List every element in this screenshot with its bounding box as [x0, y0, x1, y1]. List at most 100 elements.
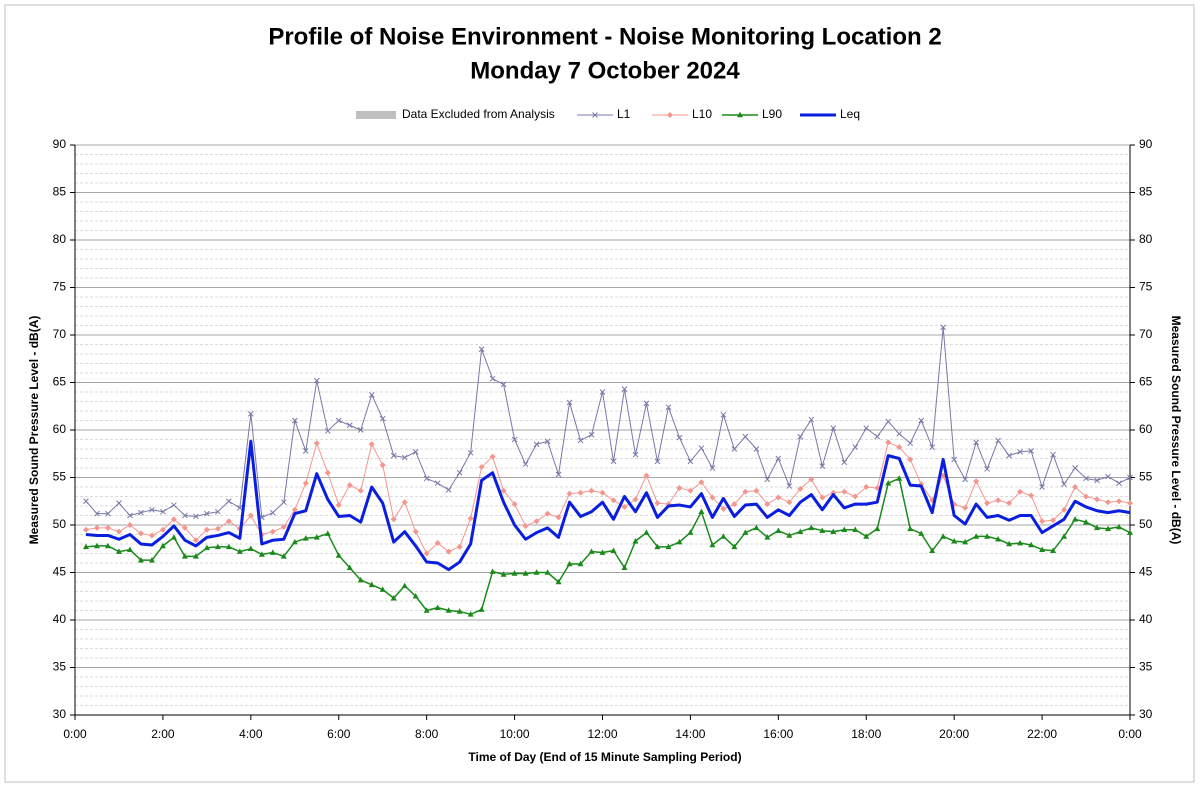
marker — [1072, 516, 1079, 522]
marker-stroke — [346, 422, 353, 429]
marker — [489, 375, 496, 382]
marker-stroke — [1006, 452, 1012, 459]
marker — [830, 425, 837, 431]
marker — [709, 541, 716, 548]
marker — [522, 570, 529, 576]
marker — [522, 522, 529, 529]
marker-stroke — [808, 416, 815, 423]
marker — [984, 466, 990, 472]
marker — [566, 399, 573, 406]
marker — [104, 542, 111, 549]
marker — [1050, 517, 1057, 524]
marker — [1061, 506, 1068, 513]
marker — [269, 509, 276, 516]
marker — [852, 526, 859, 533]
marker — [390, 594, 397, 601]
series-line — [85, 477, 1131, 616]
marker — [148, 532, 155, 539]
marker — [171, 502, 177, 508]
series-line — [85, 326, 1131, 518]
marker — [720, 533, 727, 539]
marker — [390, 452, 397, 459]
marker — [1116, 480, 1122, 487]
marker — [775, 527, 782, 533]
marker — [357, 487, 364, 494]
marker — [379, 586, 386, 592]
marker — [544, 438, 551, 445]
marker-stroke — [984, 466, 990, 472]
x-tick-label: 20:00 — [939, 727, 969, 741]
marker-stroke — [116, 500, 122, 507]
marker — [346, 482, 353, 489]
marker-stroke — [775, 455, 782, 462]
marker-stroke — [478, 346, 485, 353]
marker-stroke — [269, 509, 276, 516]
marker-stroke — [995, 437, 1001, 444]
marker — [302, 448, 309, 454]
marker — [918, 530, 925, 536]
marker — [1028, 492, 1035, 499]
marker — [379, 462, 386, 469]
marker — [500, 571, 507, 577]
marker — [203, 526, 210, 533]
marker — [226, 498, 232, 505]
marker-stroke — [280, 499, 287, 506]
marker — [544, 510, 551, 517]
marker — [193, 513, 199, 520]
marker-stroke — [709, 465, 716, 471]
y-tick-label: 75 — [53, 280, 67, 294]
marker — [918, 417, 925, 424]
marker-stroke — [566, 399, 573, 406]
y-tick-label: 45 — [53, 565, 67, 579]
marker — [1083, 475, 1089, 482]
marker-stroke — [1039, 484, 1045, 490]
marker — [160, 508, 166, 515]
marker-stroke — [236, 505, 243, 511]
marker-stroke — [676, 434, 683, 441]
y-axis-title: Measured Sound Pressure Level - dB(A) — [27, 316, 41, 545]
marker — [610, 497, 617, 504]
legend-label: Leq — [840, 107, 860, 121]
marker — [335, 552, 342, 558]
x-tick-label: 8:00 — [415, 727, 439, 741]
marker — [599, 389, 606, 395]
marker — [467, 449, 474, 456]
marker — [247, 512, 254, 519]
marker — [599, 489, 606, 496]
marker-stroke — [182, 512, 188, 519]
y-tick-label: 50 — [53, 517, 67, 531]
marker — [731, 543, 738, 550]
marker-stroke — [544, 438, 551, 445]
marker — [819, 494, 826, 501]
marker — [159, 526, 166, 533]
marker — [632, 451, 639, 458]
marker-stroke — [1094, 477, 1100, 484]
marker — [863, 425, 870, 431]
marker — [687, 529, 694, 535]
marker — [610, 458, 617, 465]
marker — [896, 430, 903, 437]
marker — [467, 515, 474, 522]
marker — [500, 487, 507, 494]
marker — [577, 560, 584, 567]
marker — [907, 525, 914, 532]
marker — [1127, 474, 1133, 481]
marker — [401, 499, 408, 506]
marker — [533, 569, 540, 575]
marker — [181, 524, 188, 531]
marker — [852, 444, 859, 450]
marker-stroke — [599, 389, 606, 395]
marker — [115, 548, 122, 554]
marker-stroke — [753, 446, 760, 452]
marker-stroke — [819, 463, 826, 469]
marker — [269, 528, 276, 535]
marker — [83, 498, 89, 505]
marker — [489, 568, 496, 574]
y2-tick-label: 85 — [1139, 185, 1153, 199]
marker-stroke — [907, 440, 914, 447]
marker — [445, 548, 452, 555]
y-tick-label: 90 — [53, 137, 67, 151]
marker — [698, 445, 705, 451]
x-axis-title: Time of Day (End of 15 Minute Sampling P… — [468, 750, 741, 764]
y2-tick-label: 55 — [1139, 470, 1153, 484]
